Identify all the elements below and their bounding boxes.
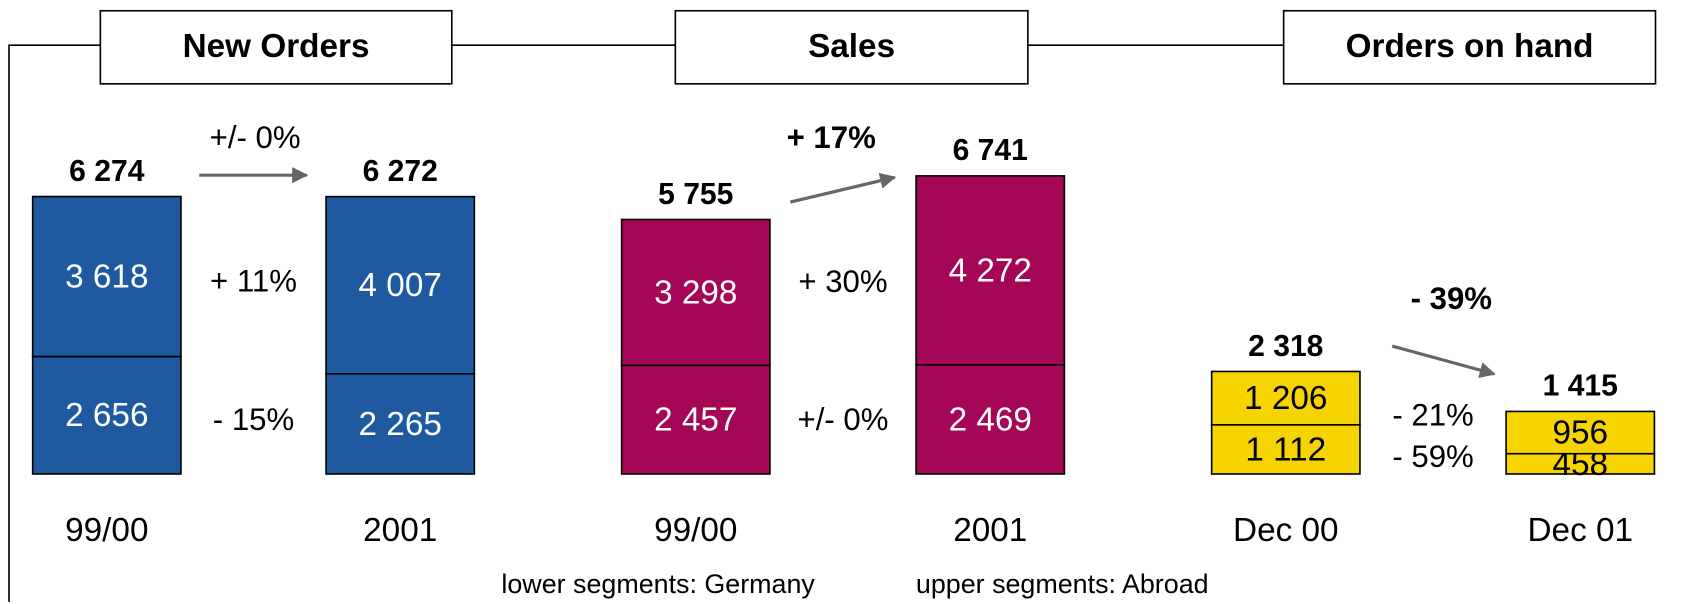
total-label: 2 318 (1248, 330, 1323, 363)
change-arrow (1391, 344, 1496, 378)
panel-header (1282, 9, 1657, 85)
bar-segment (620, 364, 771, 475)
total-label: 5 755 (658, 178, 733, 211)
segment-label: 1 112 (1245, 431, 1326, 468)
change-label: - 21% (1392, 398, 1473, 433)
legend-text: upper segments: Abroad (916, 569, 1209, 599)
segment-label: 2 457 (654, 402, 737, 439)
bar-segment (915, 175, 1066, 366)
bar-segment (31, 355, 182, 475)
change-label: - 15% (213, 402, 294, 437)
legend-text: lower segments: Germany (501, 569, 815, 599)
bar-segment (325, 195, 476, 375)
segment-label: 3 298 (654, 274, 737, 311)
change-label: +/- 0% (798, 402, 889, 437)
category-label: 99/00 (65, 512, 148, 549)
category-label: 2001 (953, 512, 1027, 549)
category-label: Dec 01 (1528, 512, 1634, 549)
panel-title: Orders on hand (1346, 28, 1594, 65)
total-change-label: + 17% (787, 120, 876, 155)
change-label: - 59% (1392, 439, 1473, 474)
total-change-label: +/- 0% (210, 120, 301, 155)
change-arrow (789, 172, 897, 204)
segment-label: 4 272 (949, 252, 1032, 289)
bar-segment (1210, 423, 1361, 475)
segment-label: 1 206 (1244, 380, 1327, 417)
total-change-label: - 39% (1411, 281, 1492, 316)
panel-header (674, 9, 1029, 85)
category-label: Dec 00 (1233, 512, 1339, 549)
change-label: + 30% (798, 264, 887, 299)
bar-segment (915, 363, 1066, 475)
total-label: 1 415 (1543, 370, 1618, 403)
segment-label: 956 (1552, 415, 1608, 452)
bar-segment (325, 372, 476, 475)
segment-label: 2 265 (359, 406, 442, 443)
segment-label: 2 469 (949, 401, 1032, 438)
bar-segment (31, 195, 182, 358)
panel-title: New Orders (183, 28, 370, 65)
total-label: 6 741 (953, 134, 1028, 167)
total-label: 6 272 (363, 155, 438, 188)
panel-title: Sales (808, 28, 895, 65)
category-label: 2001 (363, 512, 437, 549)
segment-label: 2 656 (65, 397, 148, 434)
change-label: + 11% (210, 263, 297, 298)
bar-segment (1505, 410, 1656, 455)
segment-label: 3 618 (65, 258, 148, 295)
total-label: 6 274 (69, 155, 145, 188)
segment-label: 4 007 (359, 267, 442, 304)
bar-segment (1210, 370, 1361, 426)
category-label: 99/00 (654, 512, 737, 549)
bar-segment (620, 218, 771, 367)
panel-header (99, 9, 453, 85)
